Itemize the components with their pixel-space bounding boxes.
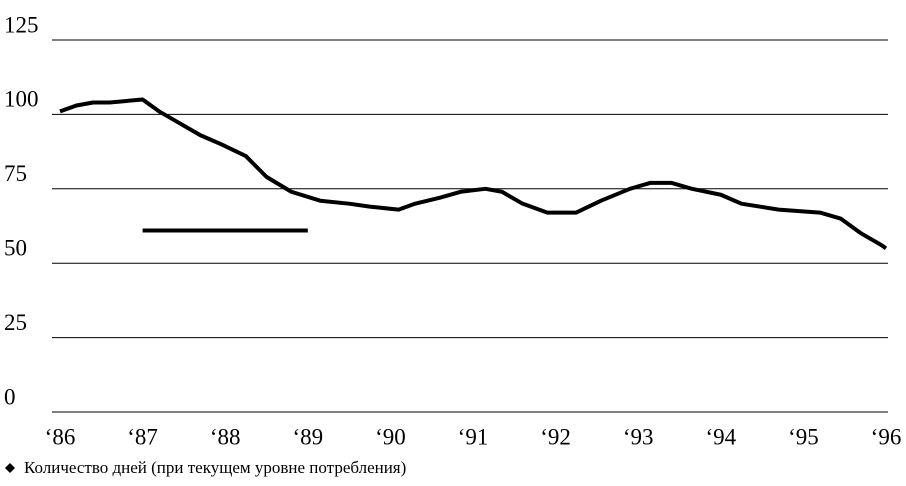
x-tick-label: ‘93 (623, 424, 654, 449)
y-tick-label: 125 (4, 12, 39, 37)
y-tick-label: 100 (4, 87, 39, 112)
x-tick-label: ‘95 (788, 424, 819, 449)
y-tick-label: 75 (4, 161, 27, 186)
x-tick-label: ‘90 (375, 424, 406, 449)
y-tick-label: 50 (4, 235, 27, 260)
x-tick-label: ‘88 (210, 424, 241, 449)
y-tick-label: 25 (4, 310, 27, 335)
x-tick-label: ‘87 (127, 424, 158, 449)
y-tick-label: 0 (4, 384, 16, 409)
legend-marker (5, 463, 15, 473)
x-tick-label: ‘96 (871, 424, 902, 449)
x-tick-label: ‘92 (540, 424, 571, 449)
x-tick-label: ‘91 (458, 424, 489, 449)
x-tick-label: ‘86 (45, 424, 76, 449)
x-tick-label: ‘94 (705, 424, 736, 449)
legend-label: Количество дней (при текущем уровне потр… (24, 458, 406, 477)
x-tick-label: ‘89 (292, 424, 323, 449)
data-line (59, 97, 888, 250)
